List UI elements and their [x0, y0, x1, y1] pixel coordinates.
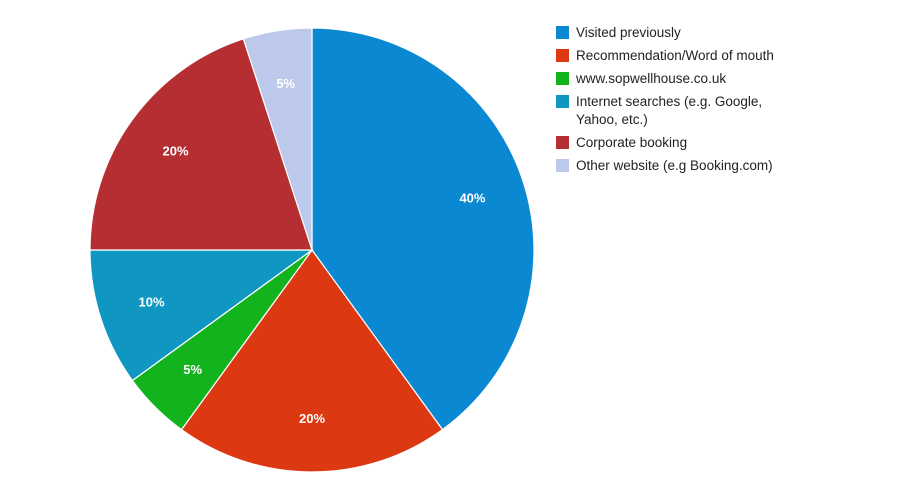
pie-slice-visited-previously [311, 27, 535, 431]
legend-label: Recommendation/Word of mouth [576, 48, 774, 63]
legend-swatch [556, 95, 569, 108]
legend-label: www.sopwellhouse.co.uk [576, 71, 727, 86]
slice-value-label: 20% [162, 143, 188, 158]
legend-swatch [556, 49, 569, 62]
legend-item-www-sopwellhouse-co-uk: www.sopwellhouse.co.uk [556, 70, 806, 88]
legend-swatch [556, 159, 569, 172]
legend-label: Visited previously [576, 25, 681, 40]
slice-value-label: 5% [276, 76, 295, 91]
pie-slice-labels: 40% 20% 5% 10% 20% 5% [139, 76, 486, 426]
slice-value-label: 40% [459, 190, 485, 205]
legend-item-other-website-e-g-booking-com: Other website (e.g Booking.com) [556, 157, 806, 175]
slice-value-label: 20% [299, 411, 325, 426]
pie-slice-corporate-booking [89, 38, 313, 251]
legend-swatch [556, 26, 569, 39]
legend-label: Other website (e.g Booking.com) [576, 158, 773, 173]
legend-item-visited-previously: Visited previously [556, 24, 806, 42]
slice-value-label: 5% [183, 362, 202, 377]
pie-slice-other-website-e-g-booking-com [242, 27, 313, 251]
chart-legend: Visited previously Recommendation/Word of… [556, 24, 806, 180]
legend-swatch [556, 72, 569, 85]
legend-label: Corporate booking [576, 135, 688, 150]
legend-item-internet-searches-e-g-google-yahoo-etc: Internet searches (e.g. Google, Yahoo, e… [556, 93, 806, 129]
pie-slice-internet-searches-e-g-google-yahoo-etc [89, 249, 314, 382]
legend-item-corporate-booking: Corporate booking [556, 134, 806, 152]
pie-slices [89, 27, 535, 473]
legend-label: Internet searches (e.g. Google, Yahoo, e… [576, 94, 763, 127]
legend-swatch [556, 136, 569, 149]
pie-slice-recommendation-word-of-mouth [180, 248, 444, 473]
legend-item-recommendation-word-of-mouth: Recommendation/Word of mouth [556, 47, 806, 65]
slice-value-label: 10% [139, 295, 165, 310]
